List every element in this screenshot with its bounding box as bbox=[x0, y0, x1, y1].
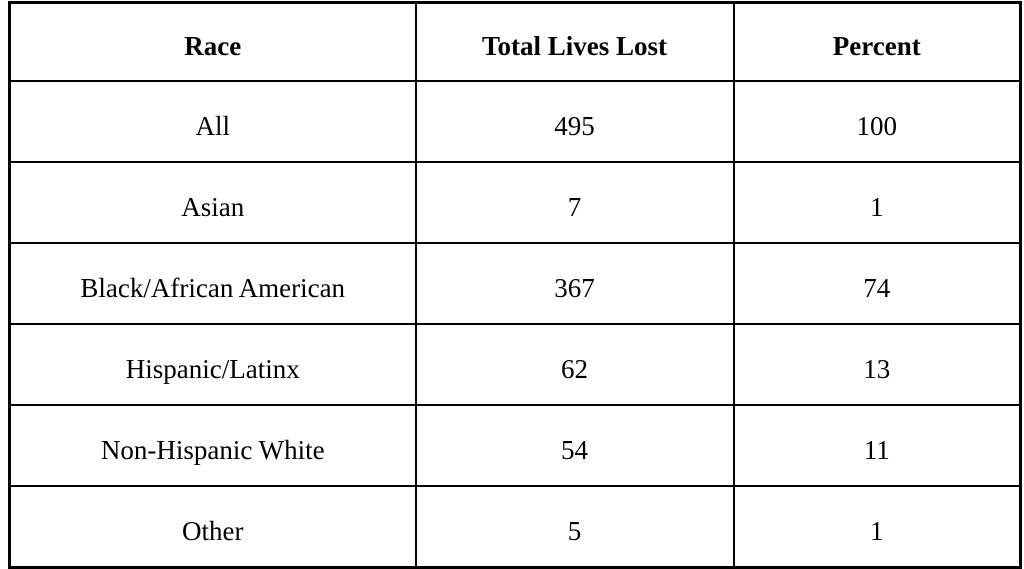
cell-race: Black/African American bbox=[8, 242, 417, 325]
cell-percent: 100 bbox=[732, 80, 1022, 163]
cell-race: Asian bbox=[8, 161, 417, 244]
table-body: All 495 100 Asian 7 1 Black/African Amer… bbox=[8, 80, 1022, 569]
cell-race: Other bbox=[8, 485, 417, 569]
table-row: Hispanic/Latinx 62 13 bbox=[8, 323, 1022, 406]
table-row: All 495 100 bbox=[8, 80, 1022, 163]
race-lives-lost-table: Race Total Lives Lost Percent All 495 10… bbox=[8, 1, 1022, 569]
cell-total: 5 bbox=[414, 485, 735, 569]
cell-percent: 74 bbox=[732, 242, 1022, 325]
cell-total: 7 bbox=[414, 161, 735, 244]
header-cell-percent: Percent bbox=[732, 1, 1022, 82]
cell-total: 367 bbox=[414, 242, 735, 325]
header-cell-race: Race bbox=[8, 1, 417, 82]
cell-total: 54 bbox=[414, 404, 735, 487]
cell-total: 495 bbox=[414, 80, 735, 163]
cell-percent: 11 bbox=[732, 404, 1022, 487]
table-row: Other 5 1 bbox=[8, 485, 1022, 569]
data-table-container: Race Total Lives Lost Percent All 495 10… bbox=[8, 1, 1022, 569]
header-cell-total-lives-lost: Total Lives Lost bbox=[414, 1, 735, 82]
table-row: Black/African American 367 74 bbox=[8, 242, 1022, 325]
cell-percent: 1 bbox=[732, 161, 1022, 244]
table-row: Non-Hispanic White 54 11 bbox=[8, 404, 1022, 487]
cell-total: 62 bbox=[414, 323, 735, 406]
cell-race: Non-Hispanic White bbox=[8, 404, 417, 487]
table-header: Race Total Lives Lost Percent bbox=[8, 1, 1022, 82]
cell-percent: 13 bbox=[732, 323, 1022, 406]
header-row: Race Total Lives Lost Percent bbox=[8, 1, 1022, 82]
cell-race: All bbox=[8, 80, 417, 163]
table-row: Asian 7 1 bbox=[8, 161, 1022, 244]
cell-race: Hispanic/Latinx bbox=[8, 323, 417, 406]
cell-percent: 1 bbox=[732, 485, 1022, 569]
